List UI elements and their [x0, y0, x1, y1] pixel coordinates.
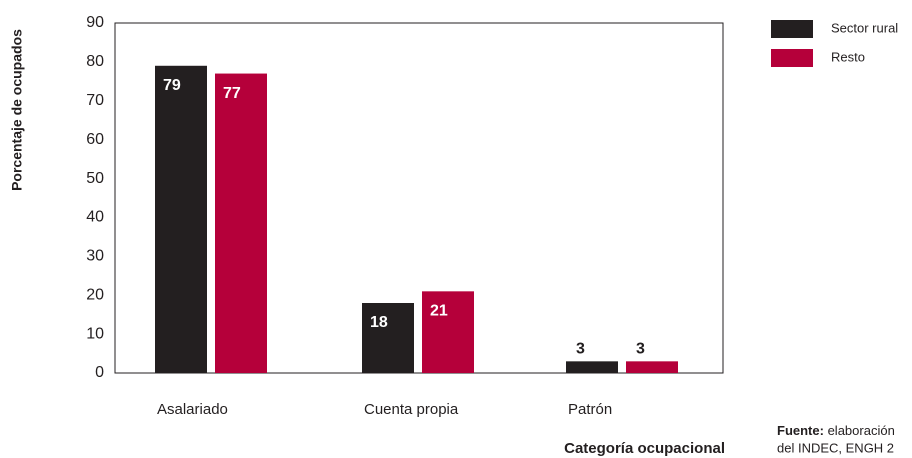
source: Fuente: elaboración [777, 423, 895, 438]
bar [155, 65, 207, 374]
source-label: Fuente: [777, 423, 824, 438]
y-tick-label: 10 [86, 325, 104, 342]
legend-swatch [771, 49, 813, 67]
legend-swatch [771, 20, 813, 38]
y-tick-label: 50 [86, 170, 104, 187]
bar [626, 361, 678, 373]
value-label: 3 [576, 341, 585, 358]
y-tick-label: 70 [86, 92, 104, 109]
value-label: 77 [223, 85, 241, 102]
bar [422, 291, 474, 373]
x-tick-label: Cuenta propia [364, 401, 459, 418]
y-tick-label: 0 [95, 364, 104, 381]
value-label: 21 [430, 303, 448, 320]
y-tick-label: 80 [86, 53, 104, 70]
legend-label: Sector rural [831, 20, 898, 35]
y-tick-label: 60 [86, 131, 104, 148]
y-tick-label: 30 [86, 248, 104, 265]
bar [566, 361, 618, 373]
bar [362, 303, 414, 373]
source-text: del INDEC, ENGH 2 [777, 440, 894, 455]
y-tick-label: 90 [86, 14, 104, 31]
y-axis-title: Porcentaje de ocupados [9, 29, 25, 191]
value-label: 18 [370, 314, 388, 331]
value-label: 79 [163, 77, 181, 94]
y-tick-label: 20 [86, 286, 104, 303]
x-tick-label: Patrón [568, 401, 612, 418]
x-axis-title: Categoría ocupacional [564, 440, 725, 457]
y-tick-label: 40 [86, 209, 104, 226]
bar [215, 73, 267, 374]
legend-label: Resto [831, 49, 865, 64]
source-text: elaboración [828, 423, 895, 438]
plot-frame [114, 22, 724, 374]
value-label: 3 [636, 341, 645, 358]
x-tick-label: Asalariado [157, 401, 228, 418]
